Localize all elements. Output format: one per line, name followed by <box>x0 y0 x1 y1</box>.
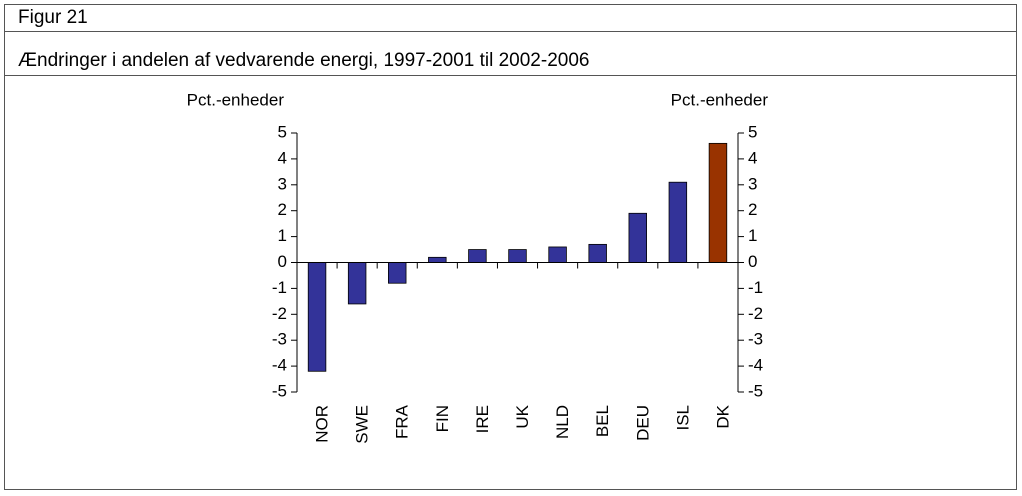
y2-tick-label: 3 <box>748 174 757 193</box>
x-tick-label: UK <box>513 404 532 428</box>
y2-tick-label: -4 <box>748 356 763 375</box>
bar <box>307 262 327 372</box>
bar <box>347 262 367 305</box>
x-tick-label: DK <box>713 404 732 428</box>
y-axis-label: Pct.-enheder <box>187 90 285 109</box>
y2-tick-label: -3 <box>748 330 763 349</box>
x-tick-label: SWE <box>353 405 372 444</box>
figure-label: Figur 21 <box>18 7 88 28</box>
y-tick-label: 4 <box>278 148 287 167</box>
bar <box>508 249 527 263</box>
bar <box>668 181 688 263</box>
bar <box>708 142 728 263</box>
y-tick-label: 2 <box>278 200 287 219</box>
bar <box>588 243 607 263</box>
chart-title: Ændringer i andelen af vedvarende energi… <box>18 50 589 71</box>
x-tick-label: IRE <box>473 405 492 433</box>
y2-axis-label: Pct.-enheder <box>671 90 769 109</box>
y2-tick-label: 1 <box>748 226 757 245</box>
y2-tick-label: -1 <box>748 278 763 297</box>
x-tick-label: FRA <box>393 404 412 439</box>
bar <box>628 212 647 263</box>
y2-tick-label: -5 <box>748 381 763 400</box>
y-tick-label: 1 <box>278 226 287 245</box>
x-tick-label: DEU <box>633 405 652 441</box>
bar <box>468 249 487 263</box>
bar <box>428 256 447 263</box>
y-tick-label: -5 <box>272 381 287 400</box>
bar <box>388 262 407 284</box>
y-tick-label: -3 <box>272 330 287 349</box>
x-tick-label: ISL <box>673 405 692 431</box>
x-tick-label: BEL <box>593 405 612 437</box>
y-tick-label: -2 <box>272 304 287 323</box>
x-tick-label: NLD <box>553 405 572 439</box>
y2-tick-label: 0 <box>748 252 757 271</box>
frame <box>4 4 1017 490</box>
bar <box>548 246 567 263</box>
y2-tick-label: 2 <box>748 200 757 219</box>
y-tick-label: 0 <box>278 252 287 271</box>
y2-tick-label: 5 <box>748 122 757 141</box>
x-tick-label: NOR <box>313 405 332 443</box>
x-tick-label: FIN <box>433 405 452 432</box>
y-tick-label: 5 <box>278 122 287 141</box>
y2-tick-label: 4 <box>748 148 757 167</box>
y-tick-label: 3 <box>278 174 287 193</box>
y-tick-label: -1 <box>272 278 287 297</box>
y2-tick-label: -2 <box>748 304 763 323</box>
y-tick-label: -4 <box>272 356 287 375</box>
